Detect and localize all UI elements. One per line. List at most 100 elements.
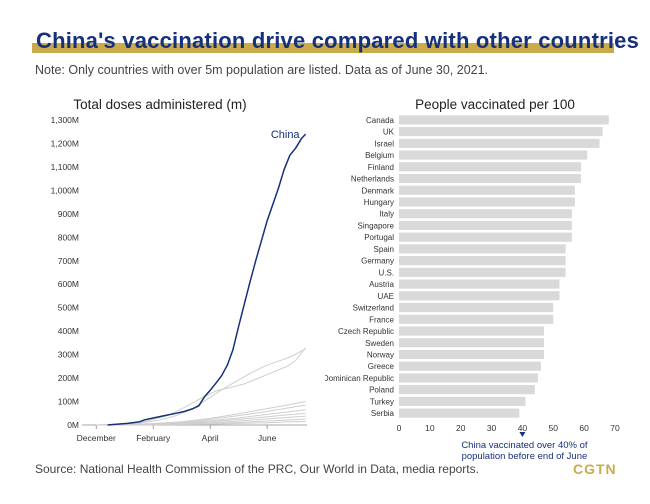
y-tick-label: 600M bbox=[58, 279, 79, 289]
bar bbox=[399, 173, 582, 184]
source-note: Source: National Health Commission of th… bbox=[35, 462, 479, 476]
other-country-line bbox=[99, 347, 306, 426]
bar-category-label: UK bbox=[383, 128, 395, 137]
x-tick-label: 40 bbox=[518, 423, 528, 433]
bar-category-label: Spain bbox=[374, 245, 394, 254]
bar bbox=[399, 361, 541, 371]
bar bbox=[399, 302, 554, 313]
bar-category-label: Netherlands bbox=[351, 175, 394, 184]
y-tick-label: 100M bbox=[58, 397, 79, 407]
bar bbox=[399, 185, 575, 195]
bar bbox=[399, 150, 588, 160]
line-chart: Total doses administered (m) 0M 100M 200M 3… bbox=[51, 97, 307, 443]
x-tick-label: 20 bbox=[456, 423, 466, 433]
bar-category-label: Singapore bbox=[358, 221, 395, 230]
chart-note: Note: Only countries with over 5m popula… bbox=[35, 63, 489, 77]
line-chart-y-axis: 0M 100M 200M 300M 400M 500M 600M 700M 800M 900M 1,… bbox=[51, 115, 307, 430]
y-tick-label: 400M bbox=[58, 326, 79, 336]
bar bbox=[399, 279, 560, 289]
china-line bbox=[107, 133, 307, 426]
title-accent-bar bbox=[32, 43, 614, 53]
bar-category-label: Sweden bbox=[365, 339, 394, 348]
bar bbox=[399, 220, 572, 231]
y-tick-label: 800M bbox=[58, 232, 79, 242]
bar bbox=[399, 385, 535, 395]
bar-category-label: Portugal bbox=[364, 233, 394, 242]
bar bbox=[399, 115, 609, 125]
x-tick-label: December bbox=[77, 433, 116, 443]
bar bbox=[399, 256, 566, 266]
bar bbox=[399, 314, 554, 324]
y-tick-label: 1,300M bbox=[51, 115, 79, 125]
bar bbox=[399, 396, 526, 406]
x-tick-label: April bbox=[202, 433, 219, 443]
bar-category-label: Austria bbox=[369, 280, 394, 289]
bar-category-label: Norway bbox=[367, 350, 394, 359]
bar-chart: People vaccinated per 100 Canada UK Israel… bbox=[325, 97, 620, 462]
bar-category-label: Italy bbox=[379, 210, 394, 219]
y-tick-label: 500M bbox=[58, 303, 79, 313]
y-tick-label: 0M bbox=[67, 420, 79, 430]
bar bbox=[399, 232, 572, 242]
bar-category-label: Denmark bbox=[362, 186, 395, 195]
annotation-line-1: China vaccinated over 40% of bbox=[461, 440, 588, 451]
x-tick-label: June bbox=[258, 433, 277, 443]
bar-category-label: Dominican Republic bbox=[325, 374, 394, 383]
x-tick-label: 60 bbox=[579, 423, 589, 433]
bar-chart-bars: Canada UK Israel Belgium Finland Netherlands D… bbox=[325, 115, 609, 418]
bar bbox=[399, 209, 572, 219]
bar bbox=[399, 197, 575, 207]
annotation-line-2: population before end of June bbox=[462, 451, 588, 462]
bar bbox=[399, 373, 538, 383]
page-title: China's vaccination drive compared with … bbox=[36, 28, 640, 53]
china-annotation: China vaccinated over 40% of population … bbox=[461, 432, 588, 462]
x-tick-label: 50 bbox=[549, 423, 559, 433]
x-tick-label: 30 bbox=[487, 423, 497, 433]
bar bbox=[399, 267, 566, 277]
y-tick-label: 700M bbox=[58, 256, 79, 266]
bar bbox=[399, 349, 545, 360]
bar bbox=[399, 338, 545, 348]
bar-chart-x-axis: 0 10 20 30 40 50 60 70 bbox=[397, 423, 620, 433]
china-series-label: China bbox=[271, 129, 301, 141]
y-tick-label: 1,100M bbox=[51, 162, 79, 172]
bar-category-label: Greece bbox=[368, 362, 395, 371]
bar-category-label: Canada bbox=[366, 116, 395, 125]
x-tick-label: 70 bbox=[610, 423, 620, 433]
bar-category-label: UAE bbox=[378, 292, 394, 301]
x-tick-label: 0 bbox=[397, 423, 402, 433]
bar-category-label: Serbia bbox=[371, 409, 395, 418]
line-chart-title: Total doses administered (m) bbox=[73, 97, 246, 112]
bar-category-label: Germany bbox=[361, 257, 394, 266]
bar-category-label: Finland bbox=[368, 163, 394, 172]
bar-category-label: Poland bbox=[369, 386, 394, 395]
bar bbox=[399, 127, 603, 137]
y-tick-label: 1,200M bbox=[51, 138, 79, 148]
bar-category-label: Switzerland bbox=[353, 304, 394, 313]
bar-category-label: Czech Republic bbox=[338, 327, 394, 336]
line-chart-x-axis: December February April June bbox=[77, 425, 277, 443]
line-chart-series bbox=[96, 133, 307, 426]
y-tick-label: 300M bbox=[58, 350, 79, 360]
other-country-line bbox=[96, 421, 306, 426]
title-block: China's vaccination drive compared with … bbox=[32, 28, 639, 54]
y-tick-label: 900M bbox=[58, 209, 79, 219]
bar-category-label: Israel bbox=[374, 139, 394, 148]
bar-category-label: France bbox=[369, 315, 394, 324]
bar-category-label: Hungary bbox=[364, 198, 394, 207]
annotation-arrow-icon bbox=[519, 432, 526, 437]
bar-category-label: Turkey bbox=[370, 397, 394, 406]
bar bbox=[399, 408, 520, 418]
bar bbox=[399, 162, 582, 172]
bar bbox=[399, 291, 560, 301]
bar bbox=[399, 138, 600, 148]
bar-category-label: U.S. bbox=[378, 268, 394, 277]
bar bbox=[399, 244, 566, 254]
x-tick-label: February bbox=[136, 433, 171, 443]
y-tick-label: 200M bbox=[58, 373, 79, 383]
x-tick-label: 10 bbox=[425, 423, 435, 433]
y-tick-label: 1,000M bbox=[51, 185, 79, 195]
bar bbox=[399, 326, 545, 336]
bar-category-label: Belgium bbox=[365, 151, 394, 160]
brand-logo: CGTN bbox=[573, 461, 617, 477]
